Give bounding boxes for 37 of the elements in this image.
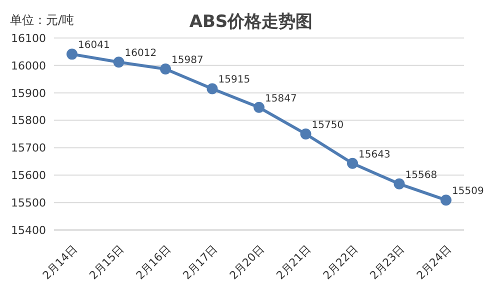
data-label: 15987 — [172, 54, 204, 66]
x-tick-label: 2月14日 — [40, 242, 80, 282]
x-tick-label: 2月23日 — [367, 242, 408, 282]
x-tick-label: 2月24日 — [414, 242, 454, 282]
y-tick-label: 15600 — [11, 169, 46, 182]
data-label: 15643 — [358, 149, 390, 160]
y-tick-label: 16000 — [11, 59, 46, 72]
point — [300, 128, 312, 140]
x-tick-label: 2月15日 — [86, 242, 127, 282]
data-label: 15509 — [452, 186, 484, 198]
chart-title: ABS价格走势图 — [189, 12, 313, 32]
data-label: 15847 — [265, 93, 297, 104]
point — [160, 63, 171, 74]
y-tick-label: 15700 — [11, 142, 46, 155]
point — [206, 83, 218, 94]
x-tick-label: 2月17日 — [180, 242, 220, 282]
x-tick-label: 2月21日 — [274, 242, 314, 282]
x-tick-label: 2月16日 — [134, 242, 174, 282]
point — [394, 178, 405, 190]
y-tick-label: 15800 — [11, 114, 46, 128]
data-label: 15568 — [405, 170, 438, 181]
data-label: 16041 — [78, 40, 110, 52]
point — [66, 48, 78, 60]
y-tick-label: 15400 — [11, 224, 46, 237]
y-tick-label: 15900 — [11, 86, 46, 100]
point — [113, 56, 124, 68]
y-tick-label: 15500 — [11, 196, 46, 210]
data-label: 16012 — [124, 48, 157, 60]
y-tick-label: 16100 — [11, 32, 46, 45]
x-tick-label: 2月22日 — [320, 242, 360, 282]
y-axis-title: 单位：元/吨 — [10, 12, 74, 29]
data-label: 15915 — [218, 74, 250, 86]
point — [254, 102, 264, 113]
data-label: 15750 — [312, 120, 344, 131]
point — [440, 194, 452, 206]
point — [347, 158, 358, 169]
x-tick-label: 2月20日 — [227, 242, 267, 282]
